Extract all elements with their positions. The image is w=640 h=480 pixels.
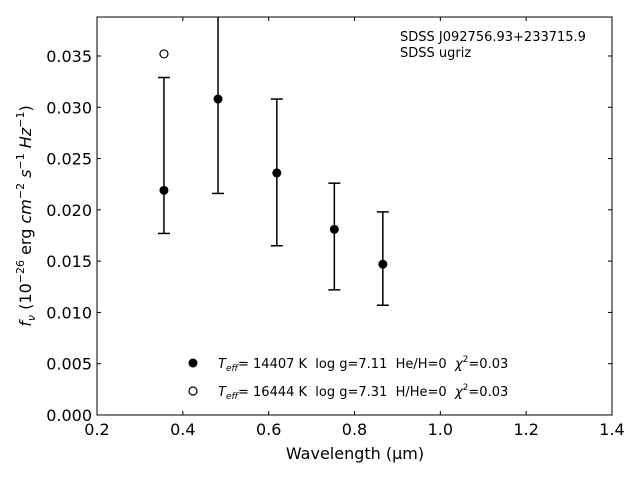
annotation-filter-set: SDSS ugriz — [400, 46, 471, 61]
x-tick-label: 0.2 — [84, 420, 109, 439]
legend-entry-2: Teff= 16444 K log g=7.31 H/He=0 χ2=0.03 — [218, 383, 508, 402]
y-axis: 0.000 0.005 0.010 0.015 0.020 0.025 0.030 0.035 — [46, 47, 612, 425]
model-point-open — [159, 49, 169, 59]
y-tick-label: 0.025 — [46, 150, 92, 169]
x-tick-label: 1.0 — [428, 420, 453, 439]
annotation-object-name: SDSS J092756.93+233715.9 — [400, 30, 586, 45]
error-bars — [157, 17, 389, 306]
x-tick-label: 0.8 — [342, 420, 367, 439]
model-point-filled — [213, 94, 223, 104]
legend-entry-1: Teff= 14407 K log g=7.11 He/H=0 χ2=0.03 — [218, 355, 508, 374]
legend: Teff= 14407 K log g=7.11 He/H=0 χ2=0.03 … — [188, 355, 508, 402]
y-tick-label: 0.010 — [46, 303, 92, 322]
legend-marker-filled — [188, 358, 198, 368]
y-tick-label: 0.000 — [46, 406, 92, 425]
x-axis-label: Wavelength (μm) — [286, 444, 424, 463]
model-point-filled — [159, 185, 169, 195]
x-tick-label: 0.6 — [256, 420, 281, 439]
model-point-filled — [329, 224, 339, 234]
model-point-filled — [378, 259, 388, 269]
x-axis: 0.2 0.4 0.6 0.8 1.0 1.2 1.4 — [84, 17, 625, 439]
y-tick-label: 0.015 — [46, 252, 92, 271]
x-tick-label: 0.4 — [170, 420, 195, 439]
data-points — [159, 49, 388, 269]
y-tick-label: 0.030 — [46, 98, 92, 117]
plot-frame — [96, 16, 613, 416]
y-tick-label: 0.020 — [46, 201, 92, 220]
y-axis-label: fν (10−26 erg cm−2 s−1 Hz−1) — [14, 105, 38, 326]
y-tick-label: 0.035 — [46, 47, 92, 66]
legend-marker-open — [188, 386, 198, 396]
x-tick-label: 1.4 — [599, 420, 624, 439]
model-point-filled — [272, 168, 282, 178]
x-tick-label: 1.2 — [513, 420, 538, 439]
y-tick-label: 0.005 — [46, 355, 92, 374]
